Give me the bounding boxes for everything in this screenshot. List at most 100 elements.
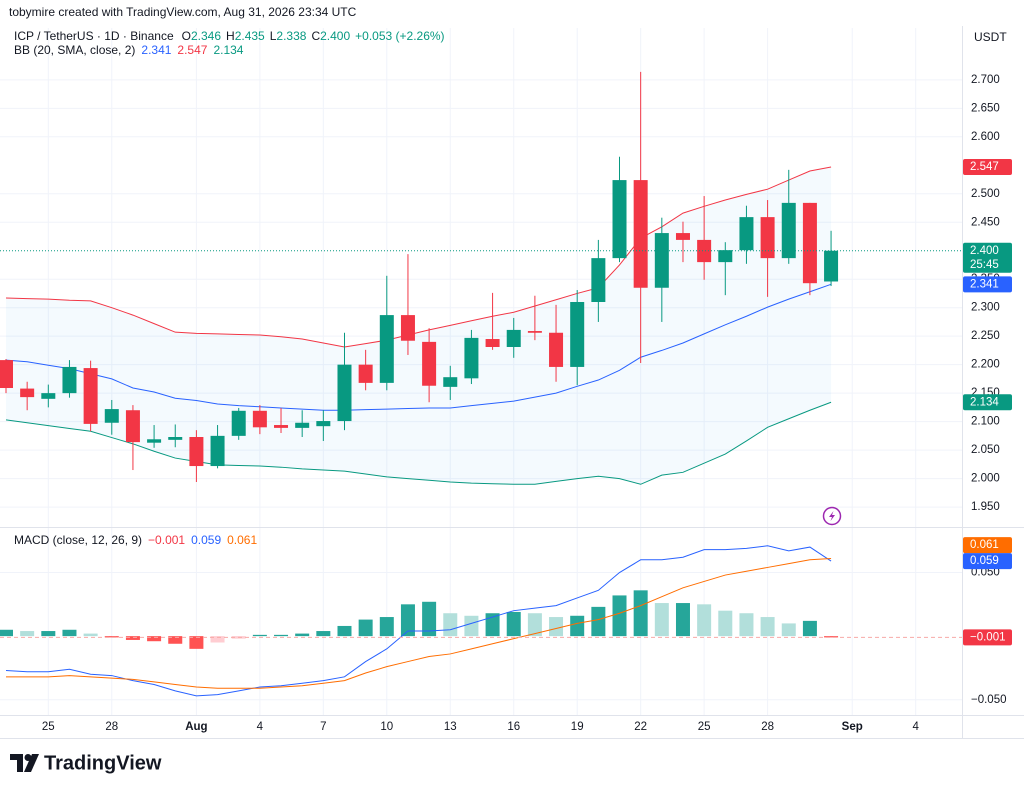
candle-body — [358, 364, 373, 383]
candle-body — [316, 421, 331, 427]
histogram-bar — [274, 634, 289, 637]
candle-body — [337, 364, 352, 422]
price-badge-label: 2.134 — [970, 396, 999, 408]
price-badge — [963, 537, 1012, 554]
histogram-bar — [506, 611, 521, 637]
x-tick-label: 19 — [571, 721, 584, 733]
candle-body — [739, 217, 754, 251]
brand-name: TradingView — [44, 752, 162, 774]
histogram-bar — [802, 620, 817, 637]
macd-title: MACD (close, 12, 26, 9) — [14, 533, 142, 547]
candle-body — [527, 331, 542, 333]
x-tick-label: 10 — [380, 721, 393, 733]
histogram-bar — [168, 636, 183, 644]
macd-value: −0.001 — [148, 533, 185, 547]
alert-icon — [822, 506, 842, 526]
histogram-bar — [83, 633, 98, 637]
price-badge-label: 2.547 — [970, 161, 999, 173]
candle-body — [104, 409, 119, 423]
x-tick-label: 28 — [761, 721, 774, 733]
x-tick-label: 22 — [634, 721, 647, 733]
logo-mark-1 — [10, 754, 23, 772]
candle-body — [422, 341, 437, 386]
price-badge — [963, 158, 1012, 175]
candle-body — [125, 410, 140, 443]
histogram-bar — [62, 629, 77, 637]
histogram-bar — [125, 636, 140, 640]
histogram-bar — [760, 617, 775, 637]
histogram-bar — [358, 619, 373, 637]
histogram-bar — [591, 606, 606, 637]
candle-body — [718, 250, 733, 263]
histogram-bar — [570, 615, 585, 637]
logo-mark-3 — [24, 754, 39, 772]
x-tick-label: 13 — [444, 721, 457, 733]
histogram-bar — [443, 613, 458, 637]
price-badge-label: 0.059 — [970, 555, 999, 567]
candle-body — [295, 422, 310, 428]
indicator-name: BB (20, SMA, close, 2) — [14, 43, 135, 57]
candle-body — [802, 202, 817, 284]
indicator-value: 2.134 — [213, 43, 243, 57]
candle-body — [549, 332, 564, 367]
histogram-bar — [252, 634, 267, 637]
candle-body — [506, 329, 521, 347]
candle-body — [41, 393, 56, 399]
candle-body — [62, 366, 77, 394]
candle-body — [379, 315, 394, 383]
x-tick-label: Aug — [185, 721, 207, 733]
price-badge — [963, 629, 1012, 646]
y-tick-label: 2.000 — [971, 473, 1000, 485]
x-tick-label: Sep — [842, 721, 863, 733]
candle-body — [633, 180, 648, 288]
histogram-bar — [0, 629, 13, 637]
countdown-label: 25:45 — [970, 259, 999, 271]
candle-body — [252, 410, 267, 428]
candle-body — [189, 436, 204, 467]
price-badge — [963, 553, 1012, 570]
y-tick-label: 2.500 — [971, 188, 1000, 200]
histogram-bar — [147, 636, 162, 642]
candle-body — [147, 439, 162, 443]
candle-body — [231, 410, 246, 436]
change-value: +0.053 (+2.26%) — [355, 29, 444, 43]
x-tick-label: 4 — [912, 721, 919, 733]
price-badge-label: 2.341 — [970, 278, 999, 290]
candle-body — [570, 301, 585, 367]
ohlc-key: O — [182, 29, 191, 43]
histogram-bar — [697, 604, 712, 637]
histogram-bar — [549, 617, 564, 637]
price-badge — [963, 276, 1012, 293]
histogram-bar — [612, 595, 627, 637]
histogram-bar — [379, 617, 394, 637]
histogram-bar — [41, 631, 56, 637]
histogram-bar — [337, 625, 352, 637]
x-tick-label: 25 — [42, 721, 55, 733]
indicator-value: 2.341 — [141, 43, 171, 57]
bb-line — [5, 401, 832, 485]
y-tick-label: 2.050 — [971, 444, 1000, 456]
x-tick-label: 7 — [320, 721, 326, 733]
candle-body — [0, 360, 13, 389]
histogram-bar — [422, 601, 437, 637]
y-tick-label: 2.100 — [971, 416, 1000, 428]
y-tick-label: 2.650 — [971, 102, 1000, 114]
x-tick-label: 16 — [507, 721, 520, 733]
currency-label: USDT — [974, 30, 1007, 44]
y-tick-label: 2.300 — [971, 302, 1000, 314]
candle-body — [210, 435, 225, 467]
histogram-bar — [104, 636, 119, 638]
price-badge-label: −0.001 — [970, 631, 1006, 643]
price-badge-label: 2.400 — [970, 245, 999, 257]
macd-value: 0.059 — [191, 533, 221, 547]
candle-body — [400, 315, 415, 341]
histogram-bar — [20, 631, 35, 637]
y-tick-label: 2.700 — [971, 74, 1000, 86]
symbol-name: ICP / TetherUS · 1D · Binance — [14, 29, 174, 43]
macd-value: 0.061 — [227, 533, 257, 547]
candle-body — [781, 202, 796, 259]
y-tick-label: 2.450 — [971, 216, 1000, 228]
candle-body — [760, 217, 775, 259]
